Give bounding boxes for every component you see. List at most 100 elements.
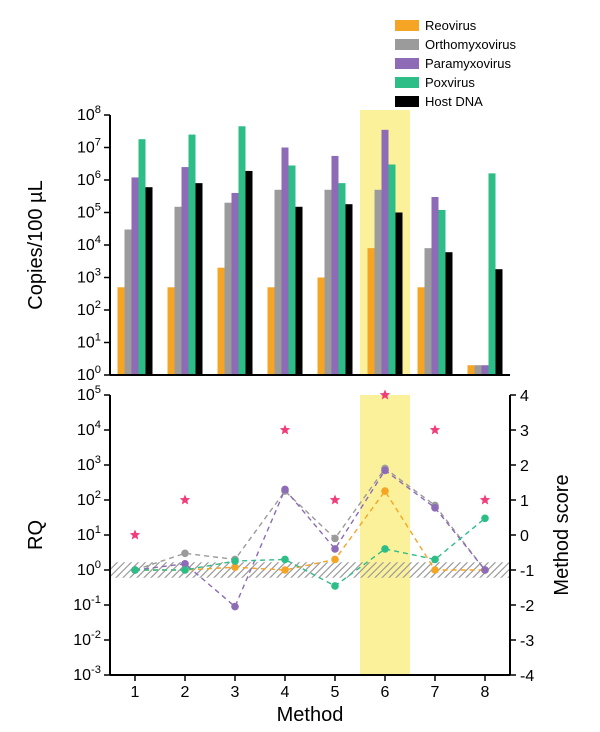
rq-marker: [281, 556, 289, 564]
score-star: [480, 495, 490, 505]
legend-label: Host DNA: [425, 94, 483, 109]
bar: [368, 248, 375, 375]
svg-text:105: 105: [77, 384, 101, 404]
xtick-label: 7: [431, 684, 440, 701]
bar: [282, 148, 289, 376]
svg-text:-4: -4: [520, 668, 534, 685]
rq-marker: [381, 487, 389, 495]
rq-marker: [131, 566, 139, 574]
rq-marker: [181, 566, 189, 574]
legend-label: Poxvirus: [425, 75, 475, 90]
rq-marker: [231, 603, 239, 611]
bar: [189, 135, 196, 375]
bar: [425, 248, 432, 375]
xtick-label: 1: [131, 684, 140, 701]
svg-text:10-2: 10-2: [73, 629, 101, 649]
bar: [239, 126, 246, 375]
rq-marker: [331, 582, 339, 590]
bar: [275, 190, 282, 375]
rq-marker: [231, 557, 239, 565]
svg-text:2: 2: [520, 458, 529, 475]
bar: [218, 268, 225, 375]
legend-swatch: [395, 96, 419, 107]
bar: [296, 207, 303, 375]
xtick-label: 3: [231, 684, 240, 701]
bar: [146, 187, 153, 375]
svg-text:-3: -3: [520, 633, 534, 650]
xtick-label: 4: [281, 684, 290, 701]
bar: [268, 287, 275, 375]
svg-text:10-3: 10-3: [73, 664, 101, 684]
score-star: [180, 495, 190, 505]
bar: [339, 183, 346, 375]
ylabel-right: Method score: [551, 474, 573, 595]
bar: [168, 287, 175, 375]
svg-text:108: 108: [77, 104, 101, 124]
score-star: [130, 530, 140, 540]
rq-marker: [331, 535, 339, 543]
bar: [418, 287, 425, 375]
rq-marker: [181, 550, 189, 558]
bar: [382, 130, 389, 375]
svg-text:102: 102: [77, 489, 101, 509]
svg-text:1: 1: [520, 493, 529, 510]
rq-marker: [481, 566, 489, 574]
svg-text:107: 107: [77, 136, 101, 156]
xtick-label: 5: [331, 684, 340, 701]
score-star: [280, 425, 290, 435]
svg-text:0: 0: [520, 528, 529, 545]
score-star: [430, 425, 440, 435]
bar: [196, 183, 203, 375]
rq-marker: [431, 556, 439, 564]
xlabel: Method: [277, 704, 344, 726]
bar: [432, 197, 439, 375]
bar: [118, 287, 125, 375]
rq-marker: [281, 486, 289, 494]
figure-root: 100101102103104105106107108Copies/100 µL…: [0, 0, 600, 732]
bar: [439, 210, 446, 375]
rq-marker: [431, 504, 439, 512]
bar: [175, 207, 182, 375]
bar: [232, 193, 239, 375]
bar: [496, 269, 503, 375]
xtick-label: 8: [481, 684, 490, 701]
svg-text:100: 100: [77, 559, 101, 579]
highlight-bottom: [360, 395, 410, 675]
svg-text:103: 103: [77, 454, 101, 474]
bar: [446, 252, 453, 375]
svg-text:103: 103: [77, 266, 101, 286]
legend-label: Orthomyxovirus: [425, 37, 517, 52]
xtick-label: 6: [381, 684, 390, 701]
svg-text:106: 106: [77, 169, 101, 189]
rq-line: [135, 470, 485, 606]
legend-swatch: [395, 20, 419, 31]
bar: [125, 229, 132, 375]
svg-text:-1: -1: [520, 563, 534, 580]
svg-text:101: 101: [77, 331, 101, 351]
legend-swatch: [395, 58, 419, 69]
bar: [318, 278, 325, 376]
ylabel-top: Copies/100 µL: [25, 180, 47, 309]
rq-marker: [381, 467, 389, 475]
bar: [139, 139, 146, 375]
bar: [468, 365, 475, 375]
svg-text:-2: -2: [520, 598, 534, 615]
legend-swatch: [395, 39, 419, 50]
svg-text:104: 104: [77, 234, 101, 254]
bar: [325, 190, 332, 375]
bar: [389, 164, 396, 375]
bar: [289, 165, 296, 375]
legend-label: Reovirus: [425, 18, 477, 33]
rq-marker: [481, 515, 489, 523]
figure-svg: 100101102103104105106107108Copies/100 µL…: [0, 0, 600, 732]
svg-text:100: 100: [77, 364, 101, 384]
xtick-label: 2: [181, 684, 190, 701]
bar: [332, 156, 339, 375]
svg-text:3: 3: [520, 423, 529, 440]
bar: [246, 171, 253, 375]
svg-text:101: 101: [77, 524, 101, 544]
legend-swatch: [395, 77, 419, 88]
bar: [475, 365, 482, 375]
bar: [225, 203, 232, 375]
rq-marker: [431, 566, 439, 574]
